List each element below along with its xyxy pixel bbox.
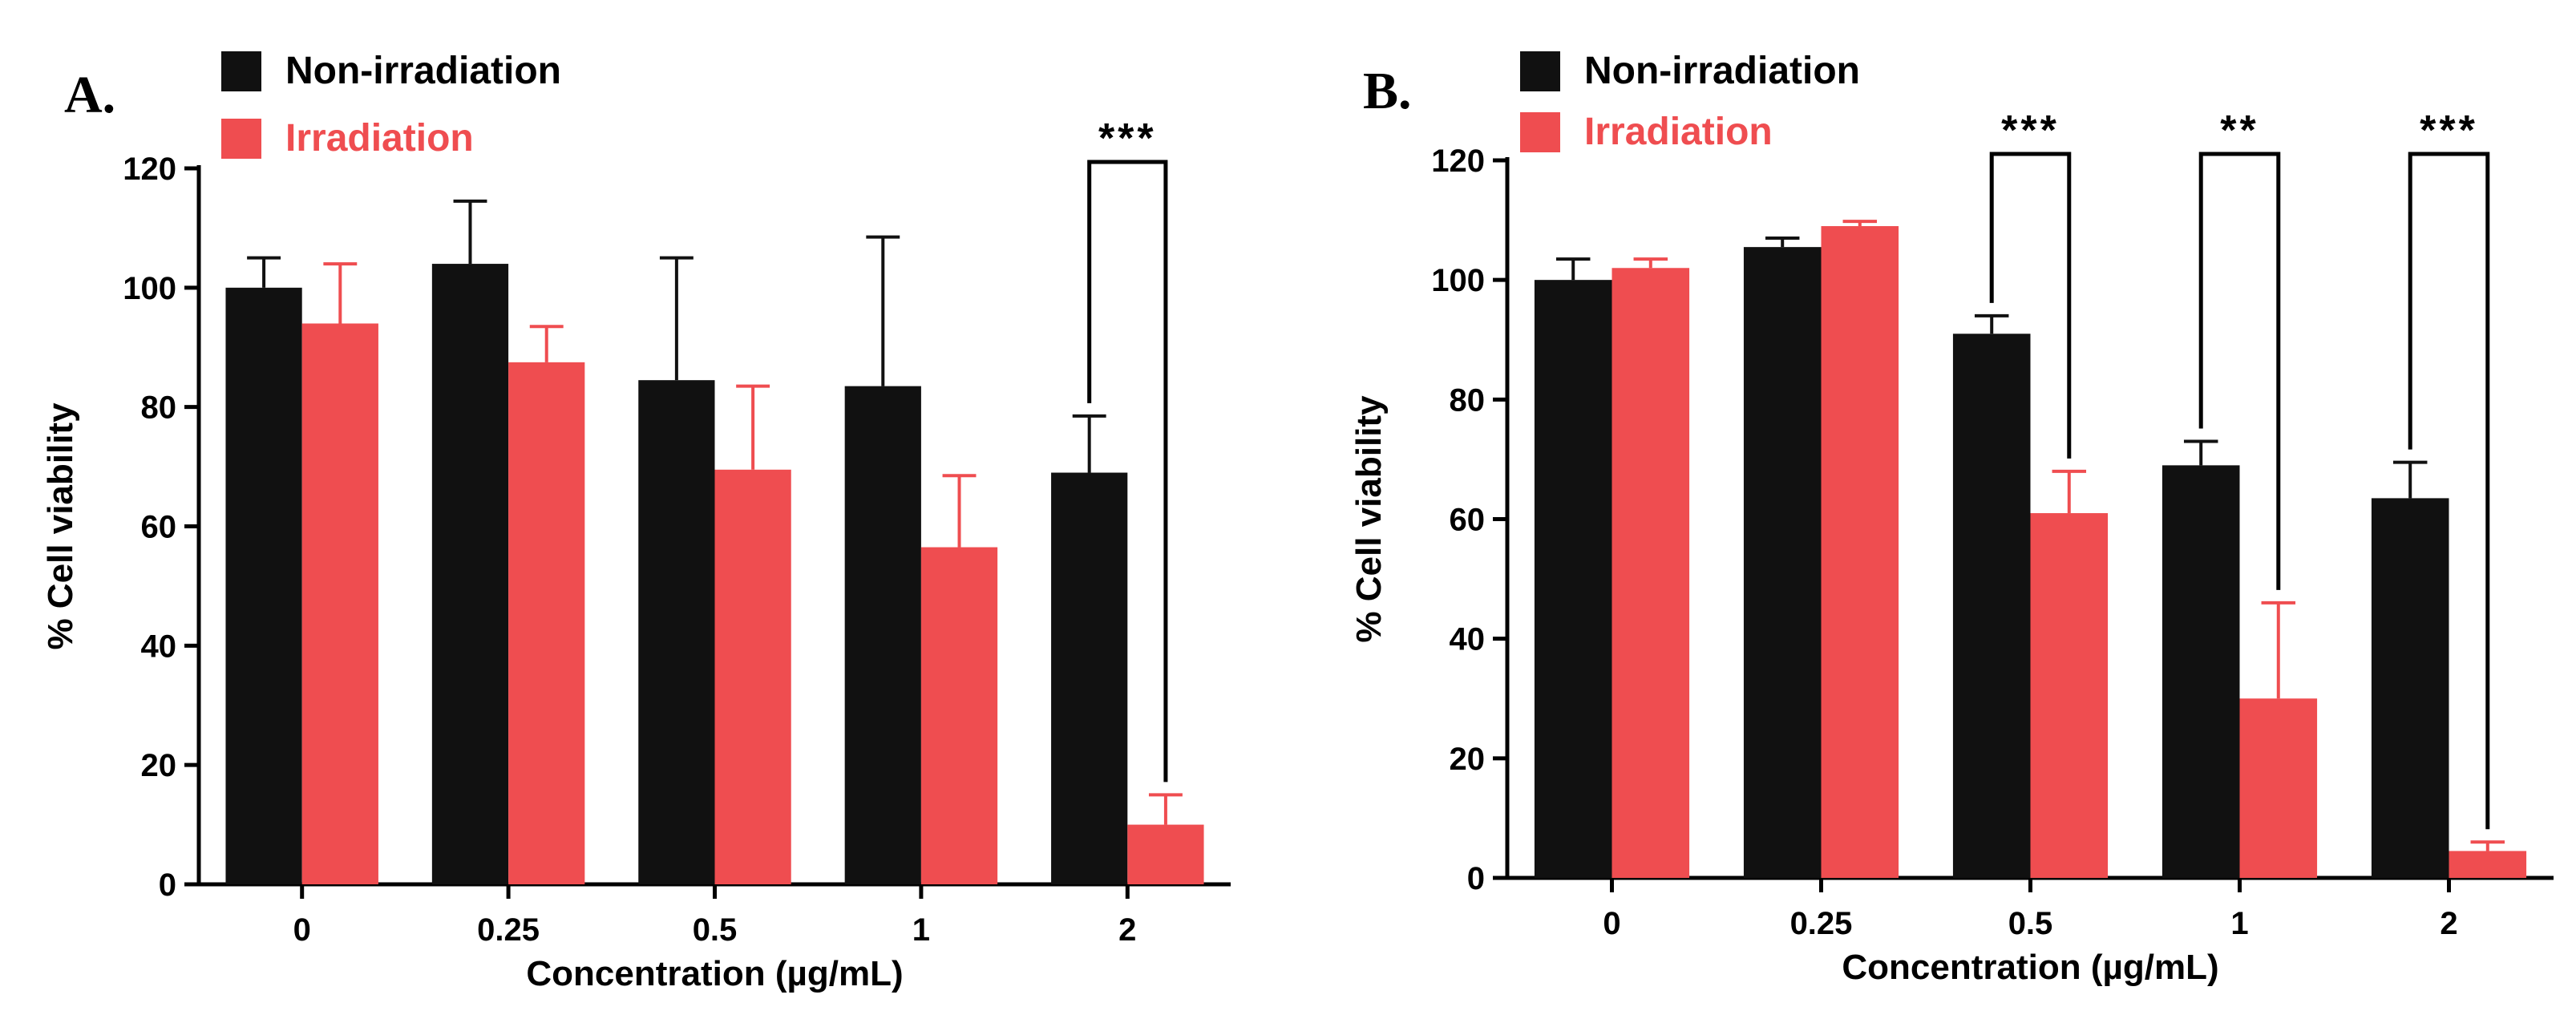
- panel-label: B.: [1363, 62, 1412, 120]
- bar-irradiation: [508, 362, 585, 885]
- bar-irradiation: [1127, 824, 1204, 884]
- y-tick-label: 60: [1450, 503, 1486, 538]
- x-tick-label: 0: [1603, 906, 1620, 941]
- y-tick-label: 40: [141, 629, 177, 664]
- bar-irradiation: [920, 547, 998, 884]
- bar-non-irradiation: [225, 287, 302, 884]
- y-tick-label: 60: [141, 510, 177, 545]
- bar-non-irradiation: [2371, 498, 2449, 878]
- bar-irradiation: [2239, 698, 2318, 878]
- bar-non-irradiation: [1051, 472, 1128, 884]
- bar-irradiation: [2449, 851, 2527, 878]
- bar-non-irradiation: [638, 380, 715, 884]
- x-axis-title: Concentration (µg/mL): [1842, 948, 2218, 987]
- bar-non-irradiation: [1534, 280, 1612, 879]
- x-tick-label: 2: [1118, 912, 1136, 948]
- legend-label-irradiation: Irradiation: [285, 117, 474, 160]
- y-tick-label: 100: [1431, 263, 1485, 298]
- bar-non-irradiation: [844, 386, 921, 884]
- legend-label-irradiation: Irradiation: [1584, 111, 1773, 153]
- legend-label-non-irradiation: Non-irradiation: [285, 50, 561, 92]
- x-tick-label: 1: [2230, 906, 2248, 941]
- panel-label: A.: [64, 66, 115, 124]
- x-tick-label: 0: [293, 912, 311, 948]
- legend-swatch-irradiation: [221, 119, 261, 159]
- bar-irradiation: [714, 469, 791, 884]
- x-tick-label: 1: [912, 912, 930, 948]
- significance-bracket: [2198, 152, 2281, 590]
- y-tick-label: 40: [1450, 622, 1486, 657]
- y-tick-label: 0: [159, 867, 176, 903]
- y-axis-title: % Cell viability: [41, 402, 80, 650]
- bar-non-irradiation: [1952, 334, 2031, 879]
- significance-bracket: [1989, 152, 2072, 459]
- y-tick-label: 120: [1431, 144, 1485, 179]
- significance-label: **: [2220, 107, 2259, 154]
- x-tick-label: 0.25: [477, 912, 540, 948]
- x-tick-label: 0.25: [1790, 906, 1853, 941]
- bar-non-irradiation: [2161, 465, 2240, 878]
- significance-label: ***: [2420, 107, 2478, 154]
- significance-bracket: [2408, 152, 2490, 830]
- y-tick-label: 20: [1450, 742, 1486, 777]
- x-tick-label: 0.5: [693, 912, 738, 948]
- legend-label-non-irradiation: Non-irradiation: [1584, 50, 1860, 92]
- significance-label: ***: [1098, 115, 1157, 162]
- legend-swatch-non-irradiation: [221, 51, 261, 91]
- bar-non-irradiation: [431, 264, 509, 885]
- bar-irradiation: [301, 323, 378, 884]
- y-tick-label: 80: [1450, 382, 1486, 418]
- y-tick-label: 100: [123, 271, 176, 306]
- bar-non-irradiation: [1743, 247, 1822, 878]
- significance-bracket: [1087, 160, 1168, 782]
- panel-b: B. Non-irradiationIrradiation020406080100…: [1349, 50, 2554, 987]
- bar-irradiation: [2030, 513, 2109, 878]
- x-axis-title: Concentration (µg/mL): [526, 954, 903, 993]
- y-tick-label: 0: [1467, 861, 1485, 896]
- y-tick-label: 20: [141, 748, 177, 783]
- legend-swatch-irradiation: [1520, 112, 1560, 152]
- bar-irradiation: [1821, 226, 1899, 879]
- x-tick-label: 2: [2440, 906, 2457, 941]
- x-tick-label: 0.5: [2008, 906, 2053, 941]
- panel-a: A. Non-irradiationIrradiation020406080100…: [41, 50, 1231, 993]
- y-axis-title: % Cell viability: [1349, 395, 1389, 643]
- legend-swatch-non-irradiation: [1520, 51, 1560, 91]
- bar-irradiation: [1612, 268, 1690, 878]
- y-tick-label: 120: [123, 152, 176, 187]
- significance-label: ***: [2001, 107, 2060, 154]
- y-tick-label: 80: [141, 390, 177, 426]
